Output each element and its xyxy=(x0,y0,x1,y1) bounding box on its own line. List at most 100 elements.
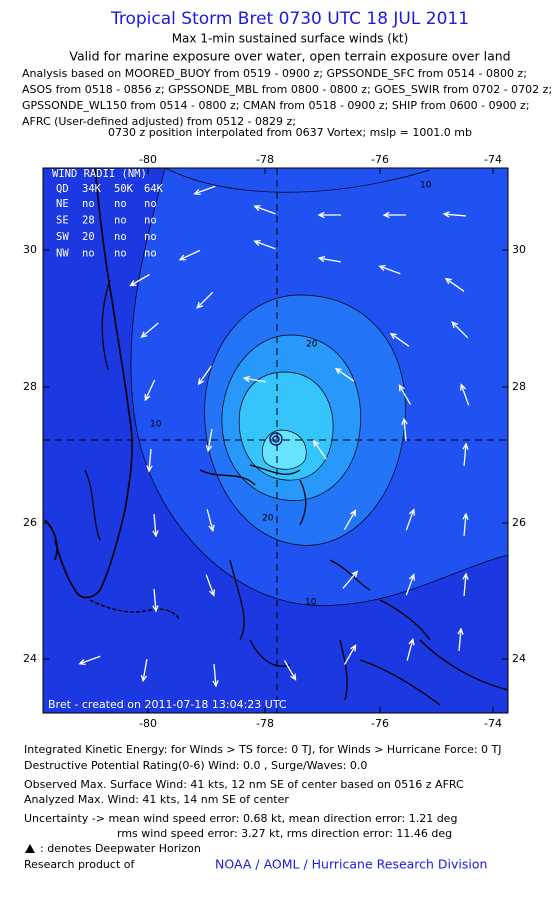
analysis-line: GPSSONDE_WL150 from 0514 - 0800 z; CMAN … xyxy=(22,99,530,112)
radii-cell: no xyxy=(114,198,127,210)
analysis-line: AFRC (User-defined adjusted) from 0512 -… xyxy=(22,115,296,128)
wind-arrow xyxy=(462,572,469,597)
map-axes: -80 -80 -78 -78 -76 -76 -74 -74 30 30 28 28 26 26 24 24 xyxy=(23,153,526,730)
wind-arrow xyxy=(451,321,469,339)
lat-label: 26 xyxy=(23,516,37,529)
radii-cell: no xyxy=(82,248,95,260)
lon-label: -74 xyxy=(484,717,502,730)
footer-line: Uncertainty -> mean wind speed error: 0.… xyxy=(24,812,457,825)
wind-arrow xyxy=(152,513,159,538)
wind-arrow xyxy=(283,660,297,681)
map-frame xyxy=(42,167,509,714)
wind-arrow xyxy=(144,379,156,402)
radii-header: 34K xyxy=(82,183,102,195)
wind-arrow xyxy=(343,509,357,530)
wind-arrow xyxy=(401,417,408,442)
radii-cell: no xyxy=(114,248,127,260)
created-note: Bret - created on 2011-07-18 13:04:23 UT… xyxy=(48,698,287,711)
wind-arrow xyxy=(140,322,159,339)
wind-arrow xyxy=(146,448,153,473)
radii-header: 64K xyxy=(144,183,164,195)
wind-arrow xyxy=(253,239,276,250)
lat-label: 30 xyxy=(512,243,526,256)
lon-label: -80 xyxy=(139,717,157,730)
wind-arrow xyxy=(205,574,216,597)
radii-cell: SW xyxy=(56,231,69,243)
wind-arrow xyxy=(205,429,213,453)
wind-arrow xyxy=(406,637,415,661)
radii-cell: no xyxy=(144,198,157,210)
radii-cell: 20 xyxy=(82,231,95,243)
wind-arrow xyxy=(212,663,219,688)
wind-arrow xyxy=(457,627,464,652)
footer-line: Observed Max. Surface Wind: 41 kts, 12 n… xyxy=(24,778,464,791)
wind-arrow xyxy=(342,570,359,589)
wind-arrow xyxy=(405,508,416,531)
radii-header: QD xyxy=(56,183,69,195)
wind-arrow xyxy=(253,204,276,215)
wind-arrow xyxy=(317,255,341,263)
wind-arrow xyxy=(462,442,469,467)
radii-cell: NE xyxy=(56,198,69,210)
radii-cell: no xyxy=(144,248,157,260)
wind-arrow xyxy=(378,264,401,275)
contour-label: 20 xyxy=(262,514,274,524)
lat-label: 24 xyxy=(512,652,526,665)
footer-line: Research product of xyxy=(24,858,135,871)
radii-cell: no xyxy=(114,231,127,243)
wind-arrow xyxy=(152,588,159,613)
radii-cell: SE xyxy=(56,215,69,227)
analysis-line: Analysis based on MOORED_BUOY from 0519 … xyxy=(22,67,527,80)
wind-radii-table: WIND RADII (NM) QD 34K 50K 64K NE no no no SE 28 n… xyxy=(52,168,164,260)
footer-line: Integrated Kinetic Energy: for Winds > T… xyxy=(24,743,502,756)
footer-line: Destructive Potential Rating(0-6) Wind: … xyxy=(24,759,367,772)
wind-arrow xyxy=(442,211,467,218)
coastline xyxy=(84,279,111,541)
radii-cell: NW xyxy=(56,248,69,260)
wind-arrow xyxy=(462,512,469,537)
lat-label: 26 xyxy=(512,516,526,529)
contour-label: 10 xyxy=(420,181,432,191)
wind-arrow xyxy=(343,644,357,665)
wind-arrow xyxy=(197,365,212,386)
wind-arrow xyxy=(129,273,150,287)
wind-arrow xyxy=(196,291,214,309)
contour-line xyxy=(164,168,431,193)
wind-arrow xyxy=(389,332,410,347)
lat-label: 24 xyxy=(23,652,37,665)
analysis-line: ASOS from 0518 - 0856 z; GPSSONDE_MBL fr… xyxy=(22,83,552,96)
radii-cell: no xyxy=(82,198,95,210)
vortex xyxy=(269,432,283,446)
radii-cell: no xyxy=(114,215,127,227)
wind-arrow xyxy=(312,439,327,460)
title: Tropical Storm Bret 0730 UTC 18 JUL 2011 xyxy=(110,9,469,29)
footer-line: : denotes Deepwater Horizon xyxy=(40,842,201,855)
wind-arrow xyxy=(242,375,266,383)
platform-icon xyxy=(25,844,35,853)
agency: NOAA / AOML / Hurricane Research Divisio… xyxy=(215,857,487,872)
lon-label: -80 xyxy=(139,153,157,166)
validity: Valid for marine exposure over water, op… xyxy=(69,49,510,64)
contour-label: 10 xyxy=(150,420,162,430)
radii-header: 50K xyxy=(114,183,134,195)
wind-arrow xyxy=(178,249,201,261)
footer-line: rms wind speed error: 3.27 kt, rms direc… xyxy=(117,827,452,840)
wind-arrow xyxy=(405,573,416,596)
wind-arrow xyxy=(382,211,406,219)
radii-title: WIND RADII (NM) xyxy=(52,168,147,180)
position-note: 0730 z position interpolated from 0637 V… xyxy=(108,126,472,139)
footer-line: Analyzed Max. Wind: 41 kts, 14 nm SE of … xyxy=(24,793,289,806)
wind-arrow xyxy=(444,277,465,292)
contour-label: 10 xyxy=(305,598,317,608)
wind-arrows xyxy=(78,185,470,688)
lon-label: -76 xyxy=(371,717,389,730)
lat-label: 30 xyxy=(23,243,37,256)
contour-label: 20 xyxy=(306,340,318,350)
coastline-keys xyxy=(89,599,181,621)
wind-arrow xyxy=(78,655,101,666)
map: 10 10 20 20 10 WIND RADII (NM) QD 34K 50K 6… xyxy=(43,168,508,713)
lon-label: -76 xyxy=(371,153,389,166)
wind-arrow xyxy=(334,367,355,382)
wind-arrow xyxy=(140,659,148,683)
